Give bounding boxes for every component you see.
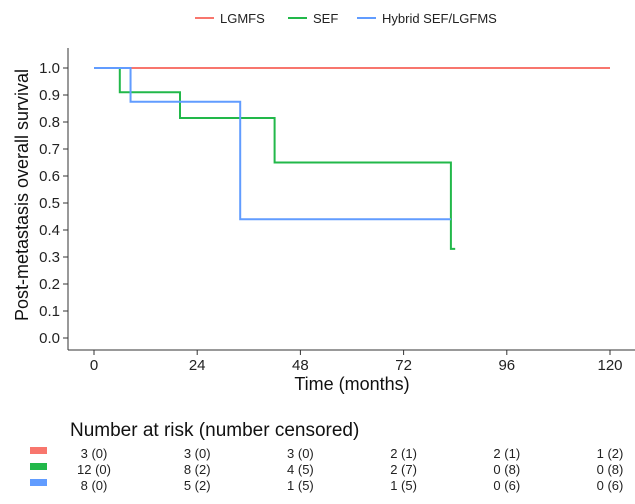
risk-cell: 1 (5) [287,478,314,493]
y-tick-label: 0.4 [39,222,60,239]
x-axis-title: Time (months) [294,374,409,394]
risk-cell: 2 (7) [390,462,417,477]
risk-cell: 3 (0) [287,446,314,461]
risk-cell: 3 (0) [184,446,211,461]
risk-cell: 1 (5) [390,478,417,493]
y-tick-label: 0.3 [39,249,60,266]
risk-table: 3 (0) 3 (0) 3 (0) 2 (1) 2 (1) 1 (2) 12 (0) 8 (2… [30,446,623,493]
risk-cell: 8 (2) [184,462,211,477]
x-tick-label: 96 [498,357,515,374]
risk-cell: 0 (8) [597,462,624,477]
series-line-sef [94,67,456,250]
legend-label-hybrid-sef-lgfms: Hybrid SEF/LGFMS [382,11,497,26]
risk-cell: 4 (5) [287,462,314,477]
x-tick-label: 0 [90,357,98,374]
legend: LGMFS SEF Hybrid SEF/LGFMS [195,11,497,26]
risk-cell: 0 (8) [493,462,520,477]
risk-cell: 2 (1) [493,446,520,461]
y-tick-label: 0.9 [39,87,60,104]
risk-row-swatch-hybrid-sef-lgfms [30,479,47,486]
y-tick-label: 0.8 [39,114,60,131]
x-tick-label: 120 [597,357,622,374]
x-tick-label: 72 [395,357,412,374]
y-axis-title: Post-metastasis overall survival [12,69,32,321]
y-tick-label: 0.5 [39,195,60,212]
axes: 0.0 0.1 0.2 0.3 0.4 0.5 0.6 0.7 0.8 0.9 1.0 0 24 48 72… [39,48,635,374]
risk-cell: 1 (2) [597,446,624,461]
risk-cell: 3 (0) [81,446,108,461]
risk-row-swatch-lgmfs [30,447,47,454]
series-line-hybrid-sef-lgfms [94,67,451,221]
risk-cell: 8 (0) [81,478,108,493]
x-tick-label: 24 [189,357,206,374]
legend-label-lgmfs: LGMFS [220,11,265,26]
y-tick-label: 0.7 [39,141,60,158]
y-tick-label: 0.0 [39,330,60,347]
legend-label-sef: SEF [313,11,338,26]
risk-cell: 12 (0) [77,462,111,477]
risk-cell: 5 (2) [184,478,211,493]
risk-cell: 0 (6) [493,478,520,493]
plot-area [94,67,610,250]
risk-cell: 2 (1) [390,446,417,461]
x-tick-label: 48 [292,357,309,374]
y-tick-label: 1.0 [39,60,60,77]
risk-table-title: Number at risk (number censored) [70,420,359,441]
y-tick-label: 0.6 [39,168,60,185]
risk-row-swatch-sef [30,463,47,470]
y-tick-label: 0.2 [39,276,60,293]
y-tick-label: 0.1 [39,303,60,320]
risk-cell: 0 (6) [597,478,624,493]
